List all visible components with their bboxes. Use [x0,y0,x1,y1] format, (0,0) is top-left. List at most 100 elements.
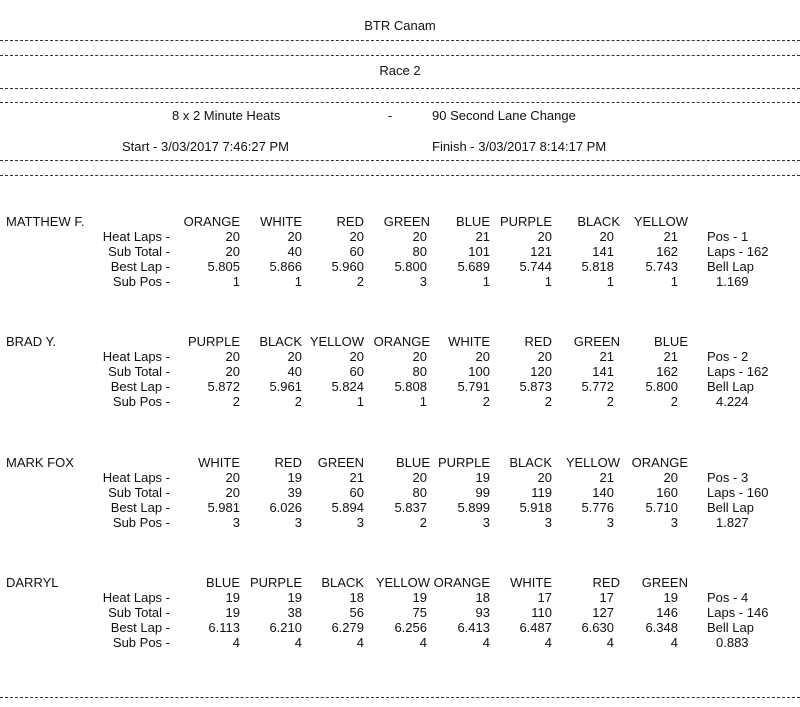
cell-value: 20 [537,229,552,244]
lane-header: PURPLE [187,334,240,349]
cell-value: 20 [225,485,240,500]
divider [0,40,800,41]
race-title: Race 2 [379,63,421,78]
lane-change-info: 90 Second Lane Change [432,108,576,123]
racer-name: BRAD Y. [6,334,57,349]
summary-value: Bell Lap [707,500,754,515]
cell-value: 5.772 [581,379,614,394]
cell-value: 162 [656,364,678,379]
summary-value: Laps - 162 [707,364,769,379]
cell-value: 20 [412,229,427,244]
summary-value: 0.883 [716,635,749,650]
cell-value: 5.961 [269,379,302,394]
row-label: Heat Laps - [102,470,170,485]
lane-header: BLUE [654,334,688,349]
cell-value: 5.899 [457,500,490,515]
cell-value: 18 [475,590,490,605]
cell-value: 20 [225,349,240,364]
cell-value: 5.743 [645,259,678,274]
cell-value: 100 [468,364,490,379]
summary-value: Pos - 4 [707,590,749,605]
row-label: Sub Total - [108,605,170,620]
lane-header: PURPLE [499,214,552,229]
lane-header: WHITE [510,575,552,590]
divider [0,88,800,89]
divider [0,697,800,698]
cell-value: 99 [475,485,490,500]
cell-value: 4 [232,635,240,650]
cell-value: 160 [656,485,678,500]
cell-value: 3 [482,515,490,530]
lane-header: ORANGE [631,455,688,470]
cell-value: 2 [606,394,614,409]
summary-value: Bell Lap [707,379,754,394]
summary-value: 1.169 [716,274,749,289]
cell-value: 1 [670,274,678,289]
summary-value: Laps - 162 [707,244,769,259]
cell-value: 2 [356,274,364,289]
lane-header: RED [336,214,364,229]
summary-value: Laps - 146 [707,605,769,620]
summary-value: Laps - 160 [707,485,769,500]
lane-header: WHITE [448,334,490,349]
cell-value: 20 [599,229,614,244]
cell-value: 5.776 [581,500,614,515]
cell-value: 140 [592,485,614,500]
lane-header: ORANGE [433,575,490,590]
summary-value: 4.224 [716,394,749,409]
cell-value: 40 [287,244,302,259]
cell-value: 119 [531,485,552,500]
lane-header: WHITE [198,455,240,470]
cell-value: 2 [670,394,678,409]
cell-value: 20 [287,229,302,244]
lane-header: BLUE [396,455,430,470]
cell-value: 3 [294,515,302,530]
lane-header: GREEN [641,575,688,590]
cell-value: 17 [599,590,614,605]
cell-value: 19 [225,605,240,620]
cell-value: 4 [294,635,302,650]
cell-value: 5.894 [331,500,364,515]
row-label: Sub Pos - [112,394,170,409]
cell-value: 4 [356,635,364,650]
row-label: Sub Pos - [112,635,170,650]
lane-header: WHITE [260,214,302,229]
cell-value: 20 [663,470,678,485]
divider [0,160,800,161]
cell-value: 5.837 [394,500,427,515]
separator: - [388,108,393,123]
cell-value: 4 [544,635,552,650]
racer-name: DARRYL [6,575,59,590]
lane-header: PURPLE [437,455,490,470]
cell-value: 6.279 [331,620,364,635]
cell-value: 21 [599,470,614,485]
cell-value: 19 [475,470,490,485]
cell-value: 3 [606,515,614,530]
cell-value: 20 [537,470,552,485]
cell-value: 60 [349,364,364,379]
racer-block: MATTHEW F. ORANGE WHITE RED GREEN BLUE PURPLE B… [0,214,800,314]
cell-value: 5.744 [519,259,552,274]
row-label: Heat Laps - [102,229,170,244]
cell-value: 20 [349,349,364,364]
cell-value: 80 [412,364,427,379]
cell-value: 20 [412,349,427,364]
lane-header: YELLOW [375,575,430,590]
finish-time: Finish - 3/03/2017 8:14:17 PM [432,139,607,154]
row-label: Heat Laps - [102,349,170,364]
cell-value: 20 [225,229,240,244]
lane-header: RED [592,575,620,590]
cell-value: 120 [530,364,552,379]
lane-header: GREEN [383,214,430,229]
cell-value: 5.800 [394,259,427,274]
cell-value: 20 [287,349,302,364]
lane-header: YELLOW [309,334,364,349]
cell-value: 6.026 [269,500,302,515]
cell-value: 3 [670,515,678,530]
cell-value: 5.918 [519,500,552,515]
cell-value: 141 [592,244,614,259]
cell-value: 19 [225,590,240,605]
cell-value: 18 [349,590,364,605]
cell-value: 5.873 [519,379,552,394]
